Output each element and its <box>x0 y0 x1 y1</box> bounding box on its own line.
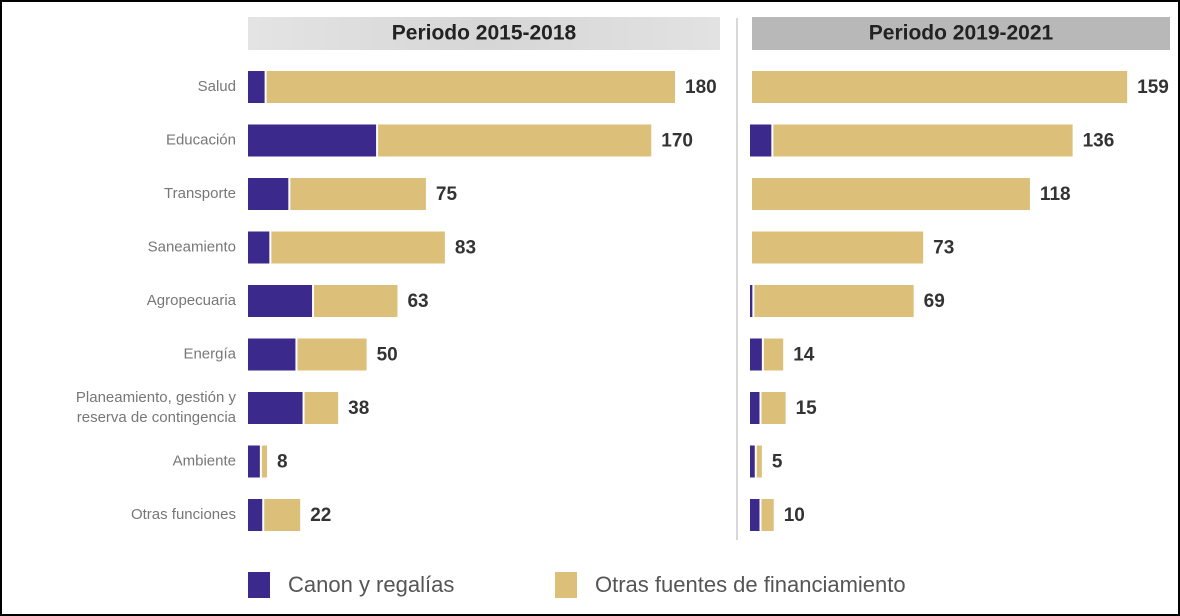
legend-label: Otras fuentes de financiamiento <box>595 572 906 597</box>
category-label: Planeamiento, gestión y reserva de contin… <box>76 389 237 426</box>
category-label: Ambiente <box>173 452 236 469</box>
total-label: 38 <box>348 398 369 419</box>
category-label: Educación <box>166 131 236 148</box>
total-label: 136 <box>1083 131 1115 152</box>
total-label: 170 <box>661 131 693 152</box>
bar-segment <box>752 71 1128 103</box>
category-label: Energía <box>183 345 236 362</box>
bar-segment <box>248 338 296 371</box>
bar-segment <box>248 392 303 424</box>
bar-segment <box>290 178 426 210</box>
bar-segment <box>750 392 760 424</box>
bar-segment <box>750 499 760 531</box>
bar-segment <box>761 499 774 531</box>
bar-segment <box>271 231 445 264</box>
category-label: Salud <box>198 78 236 95</box>
bar-segment <box>761 392 786 424</box>
bar-segment <box>752 231 924 264</box>
total-label: 118 <box>1040 184 1071 205</box>
bar-segment <box>750 445 755 478</box>
bar-segment <box>266 71 675 103</box>
legend-swatch <box>248 572 270 598</box>
total-label: 15 <box>796 398 818 419</box>
total-label: 83 <box>455 238 476 259</box>
bar-segment <box>248 178 289 210</box>
total-label: 73 <box>933 238 954 259</box>
category-label-line: reserva de contingencia <box>77 409 237 426</box>
category-label: Saneamiento <box>148 238 236 255</box>
bar-segment <box>248 285 313 317</box>
bar-segment <box>297 338 367 371</box>
total-label: 69 <box>924 291 945 312</box>
category-label-line: Planeamiento, gestión y <box>76 389 237 406</box>
total-label: 10 <box>784 505 805 526</box>
total-label: 8 <box>277 452 288 473</box>
bar-segment <box>750 338 762 371</box>
bar-segment <box>248 231 270 264</box>
bar-segment <box>773 124 1073 157</box>
bar-segment <box>763 338 784 371</box>
panel-header <box>248 17 720 50</box>
bar-segment <box>750 124 772 157</box>
total-label: 50 <box>377 345 398 366</box>
total-label: 5 <box>772 452 783 473</box>
bar-segment <box>378 124 652 157</box>
category-label: Otras funciones <box>131 506 236 523</box>
legend-label: Canon y regalías <box>288 572 454 597</box>
bar-segment <box>314 285 398 317</box>
bar-segment <box>756 445 762 478</box>
panel-title: Periodo 2015-2018 <box>392 22 577 45</box>
total-label: 14 <box>793 345 815 366</box>
total-label: 180 <box>685 77 717 98</box>
category-label: Transporte <box>164 185 236 202</box>
bar-segment <box>304 392 339 424</box>
panel-title: Periodo 2019-2021 <box>869 22 1054 45</box>
bar-segment <box>248 124 377 157</box>
bar-segment <box>754 285 914 317</box>
bar-segment <box>248 499 263 531</box>
category-label: Agropecuaria <box>147 292 237 309</box>
bar-segment <box>750 285 753 317</box>
bar-segment <box>261 445 267 478</box>
panel-header <box>752 17 1170 50</box>
bar-segment <box>752 178 1030 210</box>
legend-swatch <box>555 572 577 598</box>
total-label: 22 <box>310 505 331 526</box>
total-label: 75 <box>436 184 458 205</box>
bar-segment <box>248 71 265 103</box>
bar-segment <box>248 445 260 478</box>
total-label: 159 <box>1137 77 1169 98</box>
bar-segment <box>264 499 301 531</box>
total-label: 63 <box>407 291 428 312</box>
